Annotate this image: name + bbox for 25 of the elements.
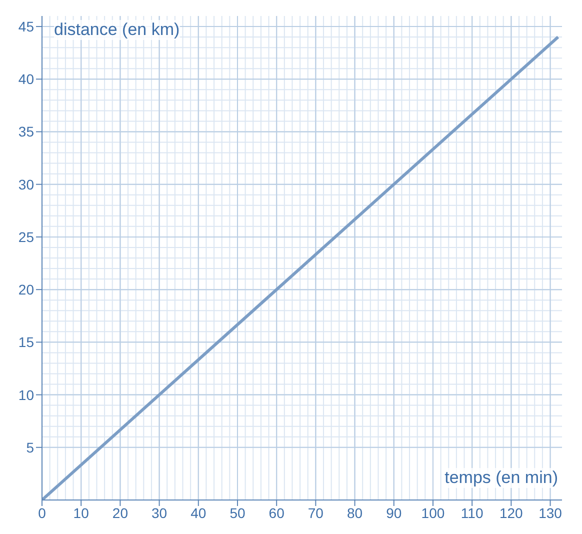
y-tick-label: 35 <box>18 124 34 140</box>
x-tick-label: 60 <box>268 504 285 521</box>
x-tick-label: 110 <box>460 504 484 521</box>
y-tick-label: 40 <box>18 71 34 88</box>
x-tick-label: 30 <box>152 504 168 521</box>
y-axis-title: distance (en km) <box>54 20 180 40</box>
x-tick-label: 120 <box>499 504 524 521</box>
x-tick-label: 10 <box>73 504 90 521</box>
y-tick-label: 25 <box>18 228 34 245</box>
x-axis-title: temps (en min) <box>444 468 558 488</box>
x-tick-label: 70 <box>308 504 324 521</box>
y-tick-label: 20 <box>18 282 34 298</box>
x-tick-label: 130 <box>538 504 562 521</box>
y-tick-label: 30 <box>18 176 34 192</box>
x-tick-label: 100 <box>421 504 445 521</box>
y-tick-label: 15 <box>18 334 34 350</box>
x-tick-label: 0 <box>38 504 46 521</box>
y-tick-label: 5 <box>26 439 34 456</box>
y-tick-label: 45 <box>18 18 34 34</box>
x-tick-label: 90 <box>386 504 402 521</box>
x-tick-label: 80 <box>346 504 363 521</box>
x-tick-label: 20 <box>112 504 128 521</box>
y-tick-label: 10 <box>18 386 34 403</box>
x-tick-label: 50 <box>230 504 246 521</box>
x-tick-label: 40 <box>190 504 206 521</box>
